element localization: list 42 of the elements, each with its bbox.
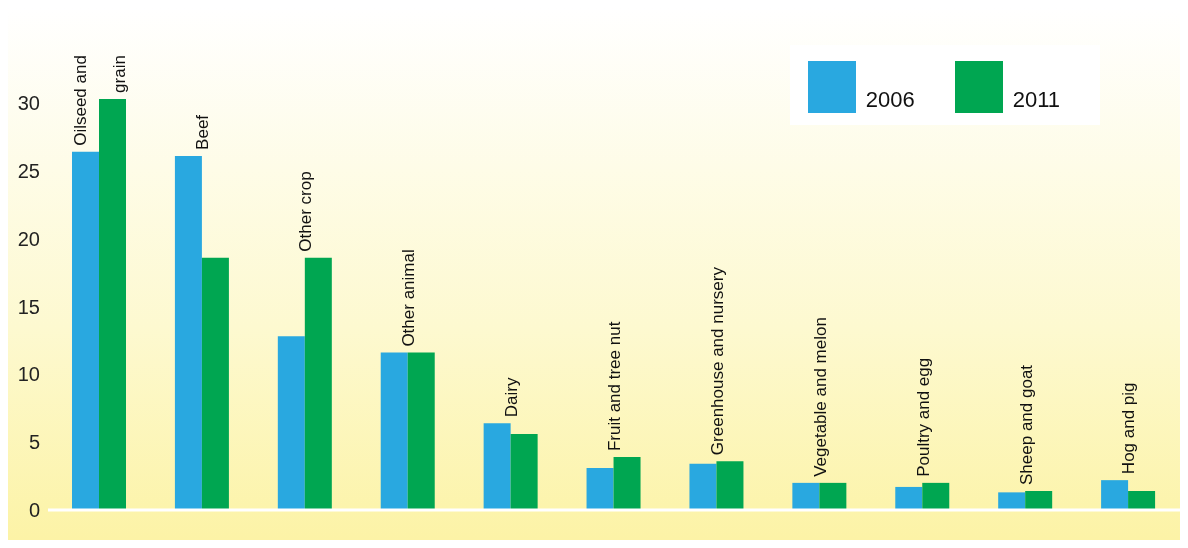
bar [922, 482, 950, 510]
bar [99, 98, 126, 510]
x-tick-label: Poultry and egg [913, 357, 933, 477]
x-tick-label: Hog and pig [1119, 382, 1139, 475]
bar [895, 486, 923, 510]
bar [1101, 480, 1129, 510]
bar [407, 352, 435, 510]
bar [483, 423, 511, 510]
x-tick-label: Greenhouse and nursery [707, 266, 727, 456]
y-tick-label: 5 [28, 431, 40, 454]
bar [998, 492, 1026, 510]
bar [304, 257, 332, 510]
bar [201, 257, 229, 510]
bar [792, 482, 820, 510]
y-tick-label: 30 [17, 92, 40, 115]
bar [510, 434, 538, 510]
bar [1025, 491, 1053, 510]
x-tick-label: Beef [193, 114, 213, 150]
y-tick-label: 10 [17, 363, 40, 386]
bar [716, 461, 744, 510]
bar [1128, 491, 1156, 510]
bar [277, 336, 305, 510]
y-tick-label: 15 [17, 295, 40, 318]
legend-label: 2006 [865, 87, 915, 113]
y-tick-label: 20 [17, 227, 40, 250]
bar [819, 482, 847, 510]
x-tick-label: Fruit and tree nut [604, 321, 624, 452]
x-tick-label: Vegetable and melon [810, 317, 830, 477]
y-tick-label: 25 [17, 159, 40, 182]
bar [613, 457, 641, 510]
bar [689, 463, 717, 510]
category-label: Oilseed and grain [70, 55, 130, 146]
bar [174, 155, 202, 510]
x-tick-label: Sheep and goat [1016, 364, 1036, 486]
bar [586, 467, 614, 510]
y-tick-label: 0 [28, 499, 40, 522]
legend-label: 2011 [1012, 87, 1060, 113]
x-tick-label: Other crop [296, 171, 316, 252]
x-tick-label: Other animal [399, 249, 419, 347]
bar [380, 352, 408, 510]
bar [72, 151, 99, 510]
x-tick-label: Dairy [502, 377, 522, 418]
